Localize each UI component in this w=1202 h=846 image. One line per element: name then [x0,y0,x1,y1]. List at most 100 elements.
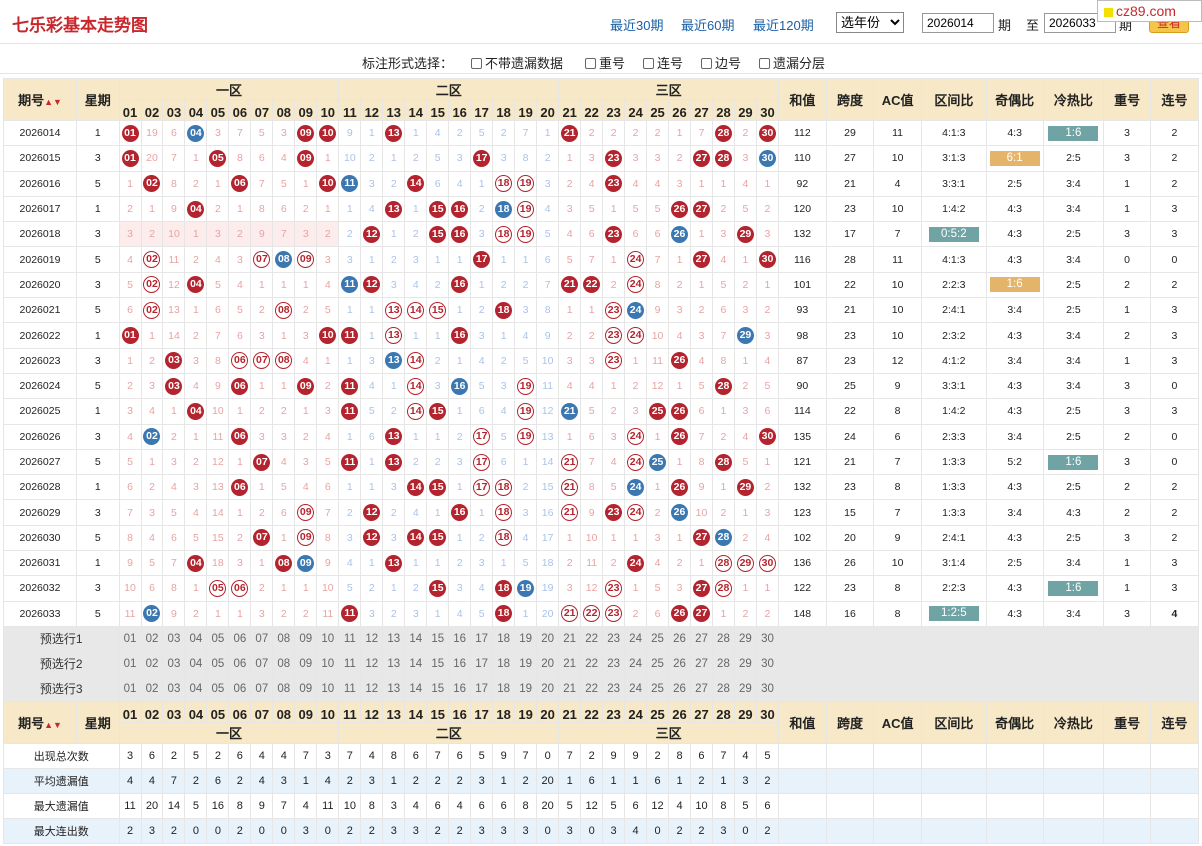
preselect-number[interactable]: 02 [140,650,164,677]
preselect-number[interactable]: 11 [338,650,362,677]
preselect-number[interactable]: 30 [755,675,780,702]
preselect-number[interactable]: 08 [272,675,296,702]
preselect-number[interactable]: 12 [360,650,384,677]
sort-icon[interactable]: ▲▼ [44,97,62,107]
preselect-number[interactable]: 24 [624,625,648,652]
option-consecutive[interactable]: 连号 [643,53,683,72]
preselect-number[interactable]: 23 [602,650,626,677]
preselect-number[interactable]: 28 [711,675,735,702]
preselect-number[interactable]: 29 [733,625,757,652]
preselect-number[interactable]: 04 [184,675,208,702]
checkbox-icon[interactable] [585,58,596,69]
option-repeat[interactable]: 重号 [585,53,625,72]
preselect-number[interactable]: 06 [228,650,252,677]
option-edge[interactable]: 边号 [701,53,741,72]
preselect-number[interactable]: 26 [668,650,691,677]
preselect-number[interactable]: 12 [360,625,384,652]
preselect-number[interactable]: 11 [338,625,362,652]
preselect-number[interactable]: 10 [316,650,340,677]
preselect-number[interactable]: 07 [250,650,274,677]
preselect-number[interactable]: 16 [448,625,472,652]
preselect-number[interactable]: 14 [404,650,428,677]
option-omission-layer[interactable]: 遗漏分层 [759,53,825,72]
preselect-number[interactable]: 13 [382,675,406,702]
preselect-number[interactable]: 14 [404,675,428,702]
preselect-number[interactable]: 07 [250,625,274,652]
preselect-number[interactable]: 25 [646,625,670,652]
checkbox-icon[interactable] [471,58,482,69]
preselect-number[interactable]: 11 [338,675,362,702]
preselect-number[interactable]: 17 [470,675,494,702]
preselect-number[interactable]: 04 [184,625,208,652]
preselect-number[interactable]: 28 [711,650,735,677]
checkbox-icon[interactable] [759,58,770,69]
year-select[interactable]: 选年份 [836,12,904,33]
preselect-number[interactable]: 09 [294,675,318,702]
preselect-number[interactable]: 01 [118,650,142,677]
preselect-number[interactable]: 05 [206,650,230,677]
preselect-number[interactable]: 29 [733,650,757,677]
preselect-number[interactable]: 27 [690,625,713,652]
preselect-number[interactable]: 29 [733,675,757,702]
preselect-number[interactable]: 08 [272,625,296,652]
preselect-number[interactable]: 14 [404,625,428,652]
preselect-number[interactable]: 28 [711,625,735,652]
preselect-number[interactable]: 08 [272,650,296,677]
from-issue-input[interactable] [922,13,994,33]
preselect-number[interactable]: 06 [228,675,252,702]
preselect-number[interactable]: 21 [558,675,582,702]
preselect-number[interactable]: 03 [162,675,186,702]
preselect-number[interactable]: 02 [140,675,164,702]
option-no-omission[interactable]: 不带遗漏数据 [471,53,563,72]
preselect-number[interactable]: 25 [646,675,670,702]
preselect-number[interactable]: 09 [294,625,318,652]
preselect-number[interactable]: 20 [536,675,560,702]
preselect-number[interactable]: 13 [382,625,406,652]
preselect-number[interactable]: 19 [514,675,538,702]
preselect-number[interactable]: 15 [426,650,450,677]
preselect-number[interactable]: 06 [228,625,252,652]
preselect-number[interactable]: 22 [580,675,604,702]
preselect-number[interactable]: 10 [316,675,340,702]
preselect-number[interactable]: 27 [690,675,713,702]
preselect-number[interactable]: 23 [602,675,626,702]
preselect-number[interactable]: 24 [624,650,648,677]
preselect-number[interactable]: 07 [250,675,274,702]
preselect-number[interactable]: 04 [184,650,208,677]
preselect-number[interactable]: 30 [755,650,780,677]
checkbox-icon[interactable] [643,58,654,69]
preselect-number[interactable]: 10 [316,625,340,652]
preselect-number[interactable]: 03 [162,650,186,677]
preselect-number[interactable]: 01 [118,675,142,702]
preselect-number[interactable]: 22 [580,650,604,677]
preselect-number[interactable]: 16 [448,650,472,677]
recent-30-link[interactable]: 最近30期 [610,18,664,33]
preselect-number[interactable]: 15 [426,625,450,652]
preselect-number[interactable]: 25 [646,650,670,677]
checkbox-icon[interactable] [701,58,712,69]
preselect-number[interactable]: 19 [514,650,538,677]
preselect-number[interactable]: 24 [624,675,648,702]
preselect-number[interactable]: 02 [140,625,164,652]
preselect-number[interactable]: 18 [492,625,516,652]
issue-header[interactable]: 期号▲▼ [3,78,77,121]
preselect-number[interactable]: 20 [536,650,560,677]
preselect-number[interactable]: 09 [294,650,318,677]
preselect-number[interactable]: 19 [514,625,538,652]
preselect-number[interactable]: 05 [206,625,230,652]
preselect-number[interactable]: 23 [602,625,626,652]
preselect-number[interactable]: 05 [206,675,230,702]
recent-60-link[interactable]: 最近60期 [681,18,735,33]
preselect-number[interactable]: 13 [382,650,406,677]
preselect-number[interactable]: 21 [558,650,582,677]
preselect-number[interactable]: 20 [536,625,560,652]
preselect-number[interactable]: 17 [470,625,494,652]
recent-120-link[interactable]: 最近120期 [753,18,814,33]
preselect-number[interactable]: 18 [492,675,516,702]
sort-icon[interactable]: ▲▼ [44,719,62,730]
preselect-number[interactable]: 26 [668,675,691,702]
preselect-number[interactable]: 12 [360,675,384,702]
preselect-number[interactable]: 15 [426,675,450,702]
preselect-number[interactable]: 17 [470,650,494,677]
preselect-number[interactable]: 26 [668,625,691,652]
